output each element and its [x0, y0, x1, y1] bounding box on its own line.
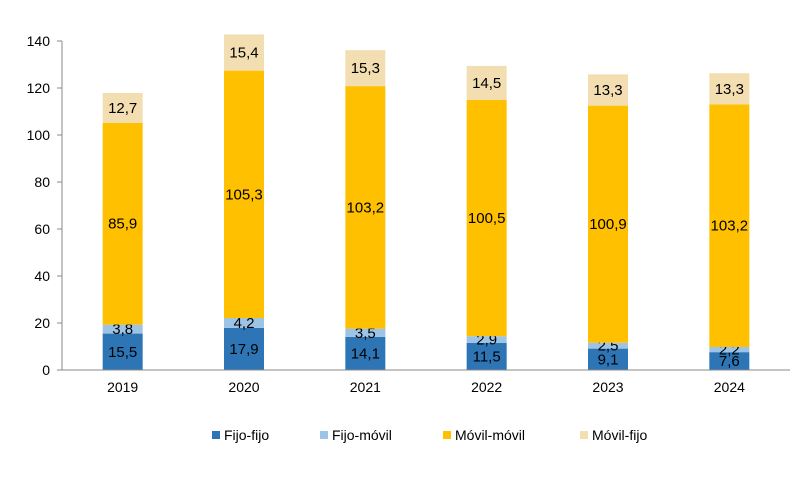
bar-segment-fijo-fijo-2023	[588, 348, 628, 370]
data-label: 13,3	[715, 81, 744, 98]
data-label: 14,1	[351, 345, 380, 362]
legend-item: Móvil-móvil	[443, 427, 525, 443]
bar-group-2020: 17,9 4,2 105,3 15,4	[224, 34, 264, 370]
legend-swatch	[320, 431, 328, 439]
bar-segment-m-vil-m-vil-2023	[588, 105, 628, 343]
legend-item: Fijo-fijo	[212, 427, 269, 443]
data-label: 3,8	[112, 321, 133, 338]
y-tick-label: 120	[27, 80, 51, 96]
bar-segment-m-vil-fijo-2024	[709, 73, 750, 105]
y-tick-label: 20	[34, 315, 50, 331]
bar-segment-fijo-m-vil-2022	[466, 336, 507, 343]
legend-item: Móvil-fijo	[580, 427, 647, 443]
x-tick-label: 2022	[471, 379, 502, 395]
legend-label: Fijo-móvil	[332, 427, 392, 443]
data-label: 85,9	[108, 216, 137, 233]
x-axis: 2019 2020 2021 2022 2023 2024	[62, 369, 790, 395]
data-label: 103,2	[711, 218, 749, 235]
bar-segment-fijo-m-vil-2021	[345, 328, 386, 337]
legend-swatch	[443, 431, 451, 439]
bars: 15,5 3,8 85,9 12,7 17,9 4,2 105,3 15,4 14,1 3,5 10…	[102, 34, 750, 370]
legend-label: Móvil-fijo	[592, 427, 647, 443]
bar-segment-m-vil-m-vil-2020	[224, 70, 264, 319]
x-tick-label: 2019	[107, 379, 138, 395]
data-label: 9,1	[598, 351, 619, 368]
bar-segment-fijo-fijo-2021	[345, 336, 386, 370]
bar-segment-fijo-m-vil-2019	[102, 324, 143, 334]
y-tick-label: 60	[34, 221, 50, 237]
y-tick-label: 80	[34, 174, 50, 190]
bar-segment-fijo-m-vil-2020	[224, 318, 264, 328]
legend-swatch	[212, 431, 220, 439]
bar-segment-fijo-fijo-2022	[466, 342, 507, 370]
bar-segment-m-vil-fijo-2021	[345, 50, 386, 87]
data-label: 103,2	[347, 199, 385, 216]
y-tick-label: 140	[27, 33, 51, 49]
data-label: 15,3	[351, 60, 380, 77]
bar-segment-fijo-m-vil-2024	[709, 346, 750, 353]
y-tick-label: 100	[27, 127, 51, 143]
y-tick-label: 0	[42, 362, 50, 378]
data-label: 17,9	[229, 341, 258, 358]
bar-group-2021: 14,1 3,5 103,2 15,3	[345, 50, 386, 370]
bar-segment-m-vil-m-vil-2019	[102, 122, 143, 325]
legend-label: Móvil-móvil	[455, 427, 525, 443]
x-tick-label: 2024	[714, 379, 745, 395]
legend-item: Fijo-móvil	[320, 427, 392, 443]
bar-segment-m-vil-fijo-2020	[224, 34, 264, 71]
bar-segment-m-vil-fijo-2019	[102, 92, 143, 123]
bar-segment-fijo-fijo-2019	[102, 333, 143, 370]
data-label: 15,5	[108, 344, 137, 361]
data-label: 4,2	[234, 315, 255, 332]
data-label: 100,5	[468, 210, 506, 227]
bar-segment-m-vil-m-vil-2024	[709, 104, 750, 347]
bar-segment-m-vil-m-vil-2021	[345, 86, 386, 329]
bar-group-2019: 15,5 3,8 85,9 12,7	[102, 92, 143, 370]
legend: Fijo-fijo Fijo-móvil Móvil-móvil Móvil-fijo	[212, 427, 647, 443]
bar-segment-fijo-fijo-2024	[709, 352, 750, 370]
bar-segment-fijo-m-vil-2023	[588, 342, 628, 349]
data-label: 11,5	[473, 348, 501, 365]
bar-segment-fijo-fijo-2020	[224, 327, 264, 370]
data-label: 12,7	[108, 100, 137, 117]
data-label: 7,6	[719, 353, 740, 370]
bar-segment-m-vil-fijo-2022	[466, 65, 507, 100]
data-label: 100,9	[589, 216, 627, 233]
legend-swatch	[580, 431, 588, 439]
legend-label: Fijo-fijo	[224, 427, 269, 443]
data-label: 3,5	[355, 325, 376, 342]
data-label: 13,3	[593, 82, 622, 99]
data-label: 14,5	[472, 75, 501, 92]
bar-segment-m-vil-m-vil-2022	[466, 99, 507, 337]
data-label: 105,3	[225, 186, 263, 203]
y-tick-label: 40	[34, 268, 50, 284]
x-tick-label: 2021	[350, 379, 381, 395]
x-tick-label: 2020	[228, 379, 259, 395]
bar-segment-m-vil-fijo-2023	[588, 74, 628, 106]
y-axis: 0 20 40 60 80 100 120 140	[27, 33, 63, 378]
x-tick-label: 2023	[592, 379, 623, 395]
data-label: 15,4	[229, 45, 258, 62]
